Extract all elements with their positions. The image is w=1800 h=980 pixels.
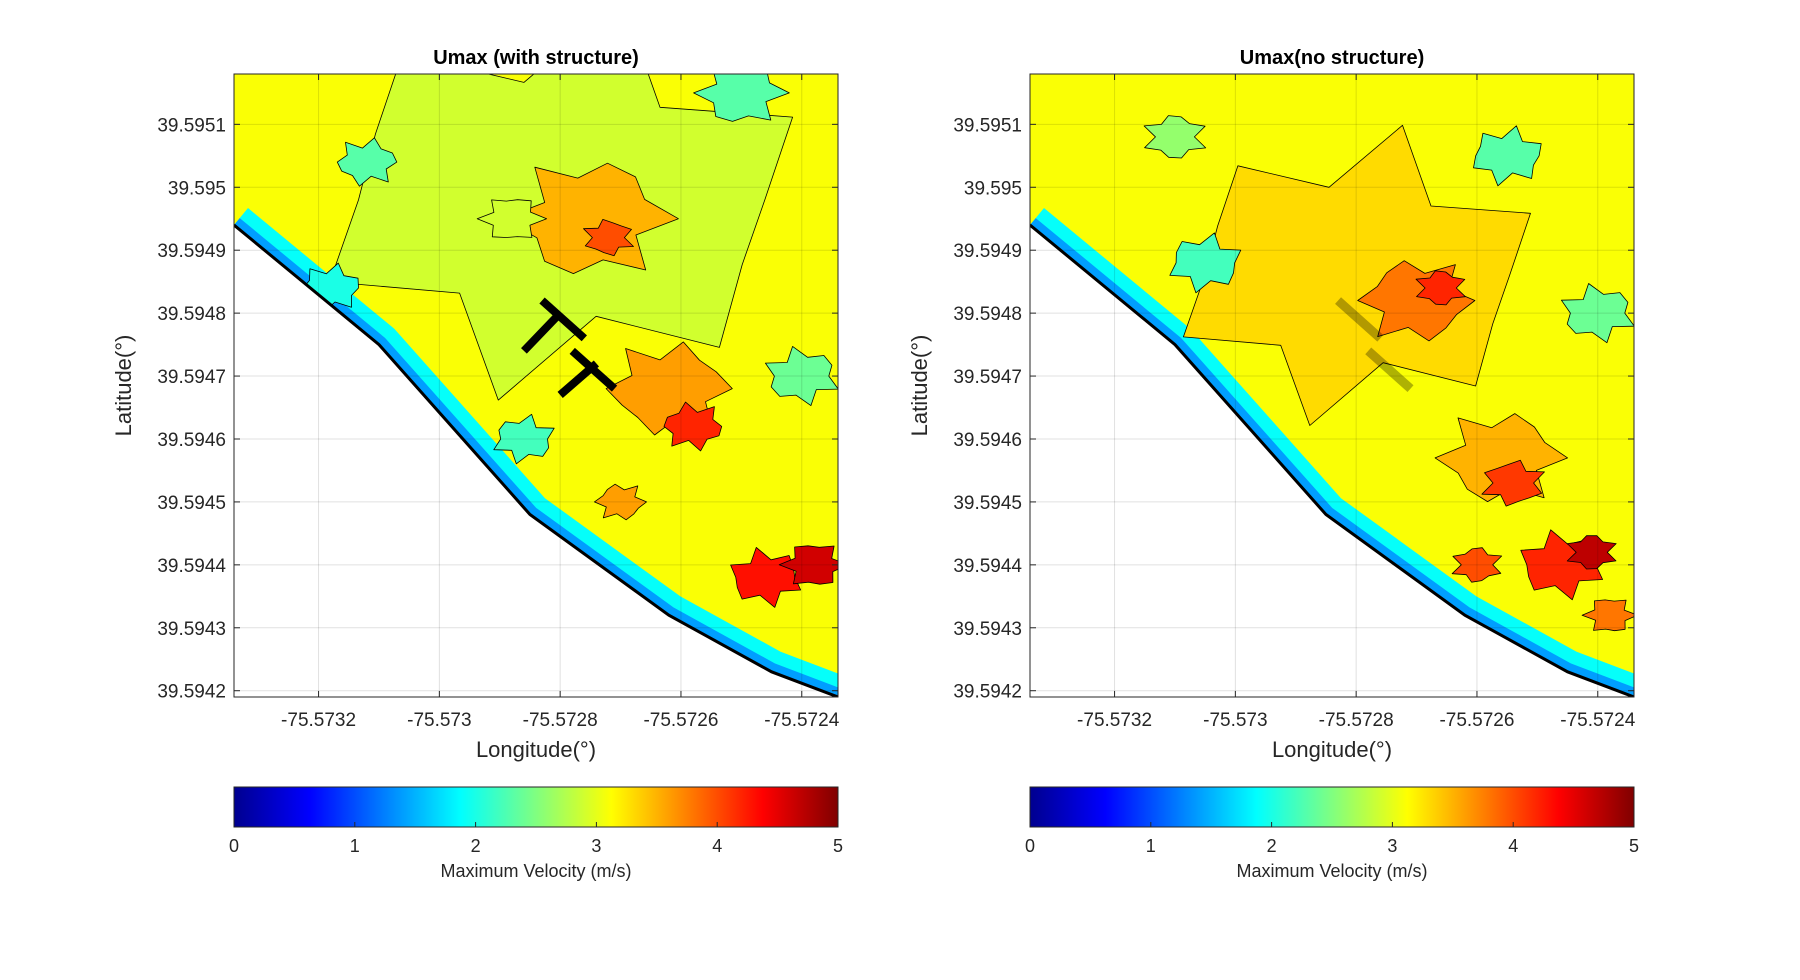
- colorbar-tick-label: 2: [471, 836, 481, 856]
- colorbar-tick-label: 1: [1146, 836, 1156, 856]
- colorbar-no-structure: 0 1 2 3 4 5 Maximum Velocity (m/s): [1025, 786, 1639, 881]
- y-tick-label: 39.5946: [157, 430, 226, 451]
- colorbar-tick-label: 3: [1387, 836, 1397, 856]
- panel-with-structure: -75.5732 -75.573 -75.5728 -75.5726 -75.5724 3…: [111, 47, 840, 762]
- grid: [1030, 74, 1634, 697]
- velocity-region: [663, 401, 723, 452]
- velocity-region: [1561, 283, 1634, 344]
- velocity-region: [1451, 547, 1503, 583]
- y-tick-label: 39.5944: [953, 556, 1022, 577]
- velocity-region: [1566, 535, 1617, 570]
- x-tick-label: -75.5728: [1319, 710, 1394, 731]
- x-tick-label: -75.5732: [1077, 710, 1152, 731]
- ticks: -75.5732 -75.573 -75.5728 -75.5726 -75.5724 3…: [157, 74, 840, 731]
- y-tick-label: 39.5947: [953, 367, 1022, 388]
- x-tick-label: -75.5728: [523, 710, 598, 731]
- y-axis-label: Latitude(°): [111, 335, 136, 437]
- structure-segment: [521, 310, 564, 354]
- x-axis-label: Longitude(°): [476, 737, 596, 762]
- velocity-region: [1581, 599, 1634, 632]
- x-tick-label: -75.573: [407, 710, 471, 731]
- colorbar-tick-label: 5: [1629, 836, 1639, 856]
- grid: [234, 74, 838, 697]
- velocity-region: [1481, 459, 1545, 507]
- y-tick-label: 39.5942: [157, 682, 226, 703]
- structure-segment: [1335, 297, 1384, 342]
- velocity-region: [493, 413, 555, 465]
- velocity-region: [693, 74, 790, 122]
- x-tick-label: -75.573: [1203, 710, 1267, 731]
- x-tick-label: -75.5732: [281, 710, 356, 731]
- x-tick-label: -75.5726: [1439, 710, 1514, 731]
- y-tick-label: 39.5948: [157, 304, 226, 325]
- x-axis-label: Longitude(°): [1272, 737, 1392, 762]
- y-tick-label: 39.5943: [953, 619, 1022, 640]
- structure: [521, 297, 618, 398]
- x-tick-label: -75.5724: [1560, 710, 1635, 731]
- colorbar-label: Maximum Velocity (m/s): [1236, 861, 1427, 881]
- panel-no-structure: -75.5732 -75.573 -75.5728 -75.5726 -75.5724 3…: [907, 47, 1636, 762]
- y-tick-label: 39.5946: [953, 430, 1022, 451]
- y-tick-label: 39.5944: [157, 556, 226, 577]
- shoreline: [1030, 223, 1634, 697]
- velocity-region: [1143, 115, 1207, 159]
- colorbar-tick-label: 4: [1508, 836, 1518, 856]
- velocity-region: [476, 199, 547, 238]
- y-tick-label: 39.5949: [953, 241, 1022, 262]
- colorbar-tick-label: 5: [833, 836, 843, 856]
- y-tick-label: 39.5947: [157, 367, 226, 388]
- y-tick-label: 39.5951: [953, 115, 1022, 136]
- y-tick-label: 39.5945: [953, 493, 1022, 514]
- y-axis-label: Latitude(°): [907, 335, 932, 437]
- y-tick-label: 39.595: [964, 178, 1022, 199]
- y-tick-label: 39.5942: [953, 682, 1022, 703]
- velocity-region: [583, 218, 634, 257]
- velocity-region: [1169, 232, 1242, 294]
- colorbar-tick-label: 2: [1267, 836, 1277, 856]
- colorbar-gradient-bar: [1029, 786, 1635, 828]
- colorbar-tick-label: 3: [591, 836, 601, 856]
- y-tick-label: 39.595: [168, 178, 226, 199]
- chart-title: Umax (with structure): [433, 47, 639, 69]
- chart-title: Umax(no structure): [1240, 47, 1424, 69]
- velocity-region: [1415, 270, 1466, 306]
- y-tick-label: 39.5945: [157, 493, 226, 514]
- colorbar-with-structure: 0 1 2 3 4 5 Maximum Velocity (m/s): [229, 786, 843, 881]
- y-tick-label: 39.5948: [953, 304, 1022, 325]
- velocity-region: [730, 547, 802, 608]
- structure: [1335, 297, 1414, 393]
- colorbar-gradient-bar: [233, 786, 839, 828]
- structure-segment: [1365, 347, 1414, 393]
- colorbar-tick-label: 0: [1025, 836, 1035, 856]
- colorbar-tick-label: 0: [229, 836, 239, 856]
- velocity-region: [336, 137, 398, 187]
- structure-segment: [539, 297, 587, 342]
- colorbar-label: Maximum Velocity (m/s): [440, 861, 631, 881]
- y-tick-label: 39.5943: [157, 619, 226, 640]
- y-tick-label: 39.5949: [157, 241, 226, 262]
- ticks: -75.5732 -75.573 -75.5728 -75.5726 -75.5724 3…: [953, 74, 1636, 731]
- colorbar-tick-label: 4: [712, 836, 722, 856]
- velocity-region: [778, 545, 838, 585]
- velocity-region: [594, 483, 647, 521]
- velocity-region: [1473, 125, 1542, 187]
- x-tick-label: -75.5724: [764, 710, 839, 731]
- axes-box: [1029, 73, 1635, 698]
- y-tick-label: 39.5951: [157, 115, 226, 136]
- velocity-region: [765, 345, 838, 407]
- axes-box: [233, 73, 839, 698]
- shoreline: [234, 223, 838, 697]
- structure-segment: [557, 360, 600, 398]
- velocity-field: [234, 74, 838, 697]
- colorbar-tick-label: 1: [350, 836, 360, 856]
- x-tick-label: -75.5726: [643, 710, 718, 731]
